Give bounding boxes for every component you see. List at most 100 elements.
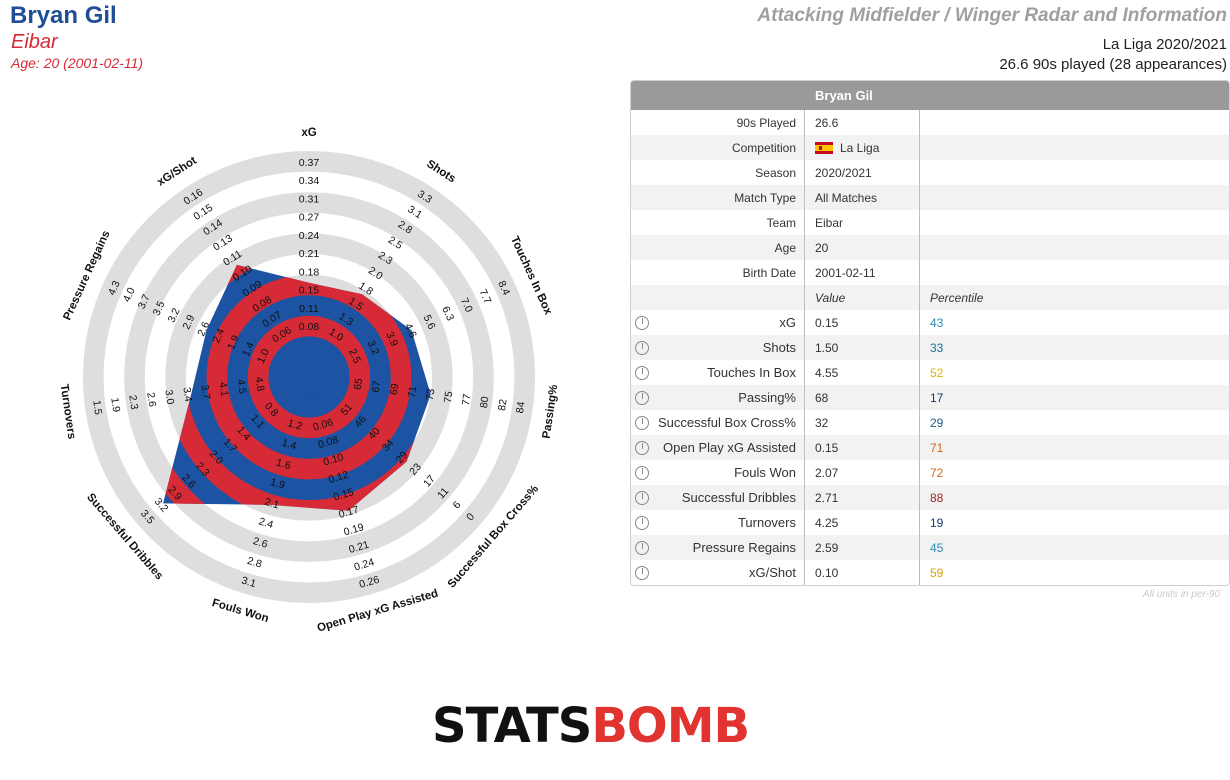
tick-label: 2.5 <box>346 347 363 365</box>
stat-row: Shots 1.50 33 <box>631 335 1229 360</box>
value-header: Value <box>804 285 919 310</box>
tick-label: 1.0 <box>255 347 272 365</box>
row-percentile <box>919 160 1130 185</box>
tick-label: 0.37 <box>299 157 320 169</box>
stat-value: 2.59 <box>804 535 919 560</box>
tick-label: 4.6 <box>402 322 419 340</box>
row-value-text: 2001-02-11 <box>815 265 876 280</box>
tick-label: 2.4 <box>210 327 227 345</box>
tick-label: 69 <box>388 383 402 396</box>
radar-ring <box>165 233 453 521</box>
stat-value: 2.07 <box>804 460 919 485</box>
tick-label: 2.6 <box>144 392 158 408</box>
stat-value: 4.55 <box>804 360 919 385</box>
info-table: Bryan Gil 90s Played 26.6 Competition La Li… <box>630 80 1230 586</box>
tick-label: 2.8 <box>246 555 264 571</box>
tick-label: 2.1 <box>263 496 281 512</box>
age-line: Age: 20 (2001-02-11) <box>11 55 144 71</box>
row-value: All Matches <box>804 185 919 210</box>
tick-label: 84 <box>514 401 528 414</box>
tick-label: 0.34 <box>299 175 320 187</box>
icon-cell <box>631 515 653 530</box>
stat-row: xG/Shot 0.10 59 <box>631 560 1229 585</box>
row-label: Match Type <box>734 190 796 205</box>
tick-label: 82 <box>496 398 510 411</box>
row-percentile <box>919 185 1130 210</box>
tick-label: 3.5 <box>151 299 168 317</box>
tick-label: 0.15 <box>332 486 355 503</box>
tick-label: 4.8 <box>253 376 267 392</box>
row-percentile <box>919 210 1130 235</box>
stat-value: 1.50 <box>804 335 919 360</box>
tick-label: 0.21 <box>299 248 320 260</box>
tick-label: 4.5 <box>235 379 249 395</box>
row-percentile <box>919 235 1130 260</box>
icon-cell <box>631 415 653 430</box>
played-line: 26.6 90s played (28 appearances) <box>999 56 1227 73</box>
dial-icon <box>635 415 649 430</box>
stat-percentile: 19 <box>919 510 1130 535</box>
tick-label: 0.19 <box>342 521 365 538</box>
dial-icon <box>635 315 649 330</box>
stat-value: 0.15 <box>804 310 919 335</box>
team-name: Eibar <box>11 31 58 53</box>
dial-icon <box>635 365 649 380</box>
table-row: Competition La Liga <box>631 135 1229 160</box>
axis-label: xG <box>301 127 316 139</box>
tick-label: 1.9 <box>225 333 242 351</box>
table-row: Season 2020/2021 <box>631 160 1229 185</box>
row-percentile <box>919 135 1130 160</box>
tick-label: 3.2 <box>365 339 382 357</box>
stat-percentile: 72 <box>919 460 1130 485</box>
stat-value: 4.25 <box>804 510 919 535</box>
tick-label: 0.26 <box>358 574 381 591</box>
table-row: 90s Played 26.6 <box>631 110 1229 135</box>
tick-label: 3.4 <box>180 386 194 402</box>
row-label: Season <box>755 165 796 180</box>
tick-label: 0.27 <box>299 212 320 224</box>
tick-label: 4.1 <box>216 381 230 397</box>
tick-label: 3.0 <box>162 389 176 405</box>
radar-ring <box>124 192 494 562</box>
stat-percentile: 59 <box>919 560 1130 585</box>
tick-label: 2.9 <box>180 313 197 331</box>
icon-cell <box>631 440 653 455</box>
row-value: 26.6 <box>804 110 919 135</box>
tick-label: 73 <box>424 388 438 401</box>
stat-value: 2.71 <box>804 485 919 510</box>
stat-label: Passing% <box>738 390 796 405</box>
tick-label: 0.15 <box>299 285 320 297</box>
stat-label: xG/Shot <box>749 565 796 580</box>
stat-value: 0.15 <box>804 435 919 460</box>
tick-label: 0.24 <box>353 556 376 573</box>
stat-label: Fouls Won <box>734 465 796 480</box>
radar-chart: 0.080.110.150.180.210.240.270.310.340.37… <box>0 78 630 658</box>
stat-row: Touches In Box 4.55 52 <box>631 360 1229 385</box>
tick-label: 4.0 <box>121 286 138 304</box>
stat-row: Passing% 68 17 <box>631 385 1229 410</box>
stat-value: 0.10 <box>804 560 919 585</box>
logo-bomb: BOMB <box>591 698 750 754</box>
tick-label: 0.10 <box>322 451 345 468</box>
row-value-text: 2020/2021 <box>815 165 872 180</box>
tick-label: 0.11 <box>299 303 319 315</box>
stat-percentile: 17 <box>919 385 1130 410</box>
tick-label: 71 <box>406 385 420 398</box>
row-label: Birth Date <box>742 265 796 280</box>
tick-label: 0.08 <box>299 321 320 333</box>
tick-label: 1.4 <box>240 340 257 358</box>
icon-cell <box>631 315 653 330</box>
tick-label: 0.17 <box>337 504 360 521</box>
icon-cell <box>631 465 653 480</box>
stat-row: Turnovers 4.25 19 <box>631 510 1229 535</box>
row-value-text: Eibar <box>815 215 844 230</box>
tick-label: 3.1 <box>240 574 258 590</box>
stat-label: Touches In Box <box>707 365 796 380</box>
tick-label: 0.21 <box>348 539 371 556</box>
table-row: Team Eibar <box>631 210 1229 235</box>
dial-icon <box>635 465 649 480</box>
stat-percentile: 88 <box>919 485 1130 510</box>
units-footnote: All units in per-90 <box>1142 589 1220 600</box>
table-row: Age 20 <box>631 235 1229 260</box>
tick-label: 2.4 <box>257 515 275 531</box>
